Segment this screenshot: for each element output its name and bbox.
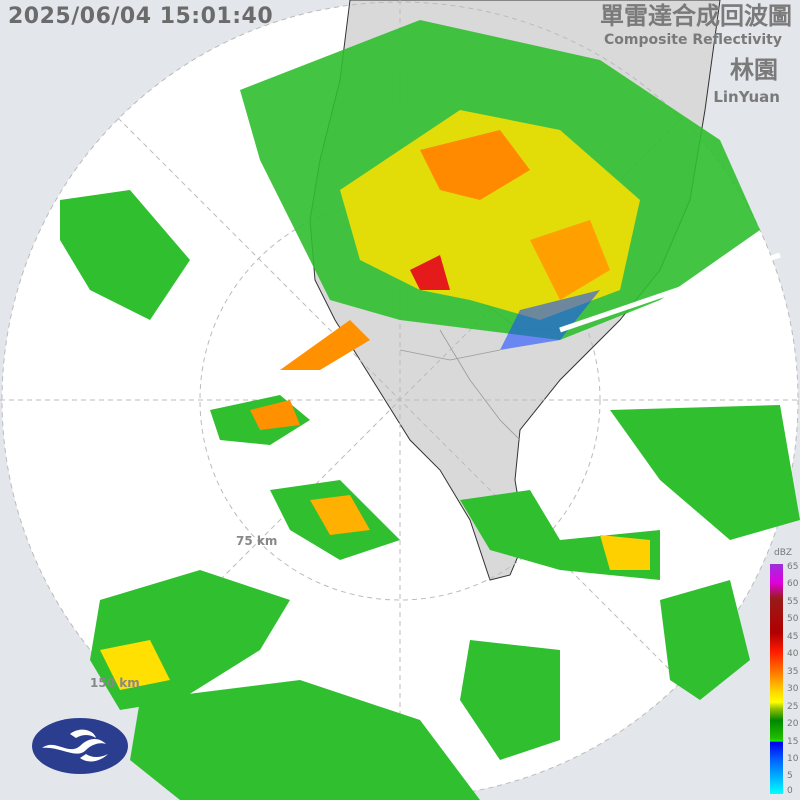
radar-echoes [60, 20, 800, 800]
timestamp: 2025/06/04 15:01:40 [8, 4, 274, 29]
legend-tick: 15 [787, 737, 799, 747]
legend-tick: 35 [787, 667, 799, 677]
legend-tick: 55 [787, 597, 799, 607]
product-title-zh: 單雷達合成回波圖 [600, 2, 792, 30]
range-label-75: 75 km [236, 534, 278, 548]
legend-tick: 45 [787, 632, 799, 642]
legend-tick: 40 [787, 649, 799, 659]
legend-colorbar [770, 564, 783, 794]
legend-tick: 60 [787, 579, 799, 589]
site-name-zh: 林園 [730, 56, 778, 84]
legend-tick: 0 [787, 786, 793, 796]
legend-tick: 65 [787, 562, 799, 572]
blocked-beam [559, 252, 781, 333]
site-name-en: LinYuan [713, 88, 780, 106]
legend-tick: 30 [787, 684, 799, 694]
dbz-legend: dBZ 65 60 55 50 45 40 35 30 25 20 15 10 … [768, 548, 800, 798]
product-title-en: Composite Reflectivity [604, 32, 782, 48]
legend-tick: 20 [787, 719, 799, 729]
cwa-logo [32, 718, 128, 774]
legend-tick: 5 [787, 771, 793, 781]
range-label-150: 150 km [90, 676, 140, 690]
legend-unit: dBZ [774, 548, 793, 558]
legend-tick: 10 [787, 754, 799, 764]
legend-tick: 50 [787, 614, 799, 624]
legend-tick: 25 [787, 702, 799, 712]
